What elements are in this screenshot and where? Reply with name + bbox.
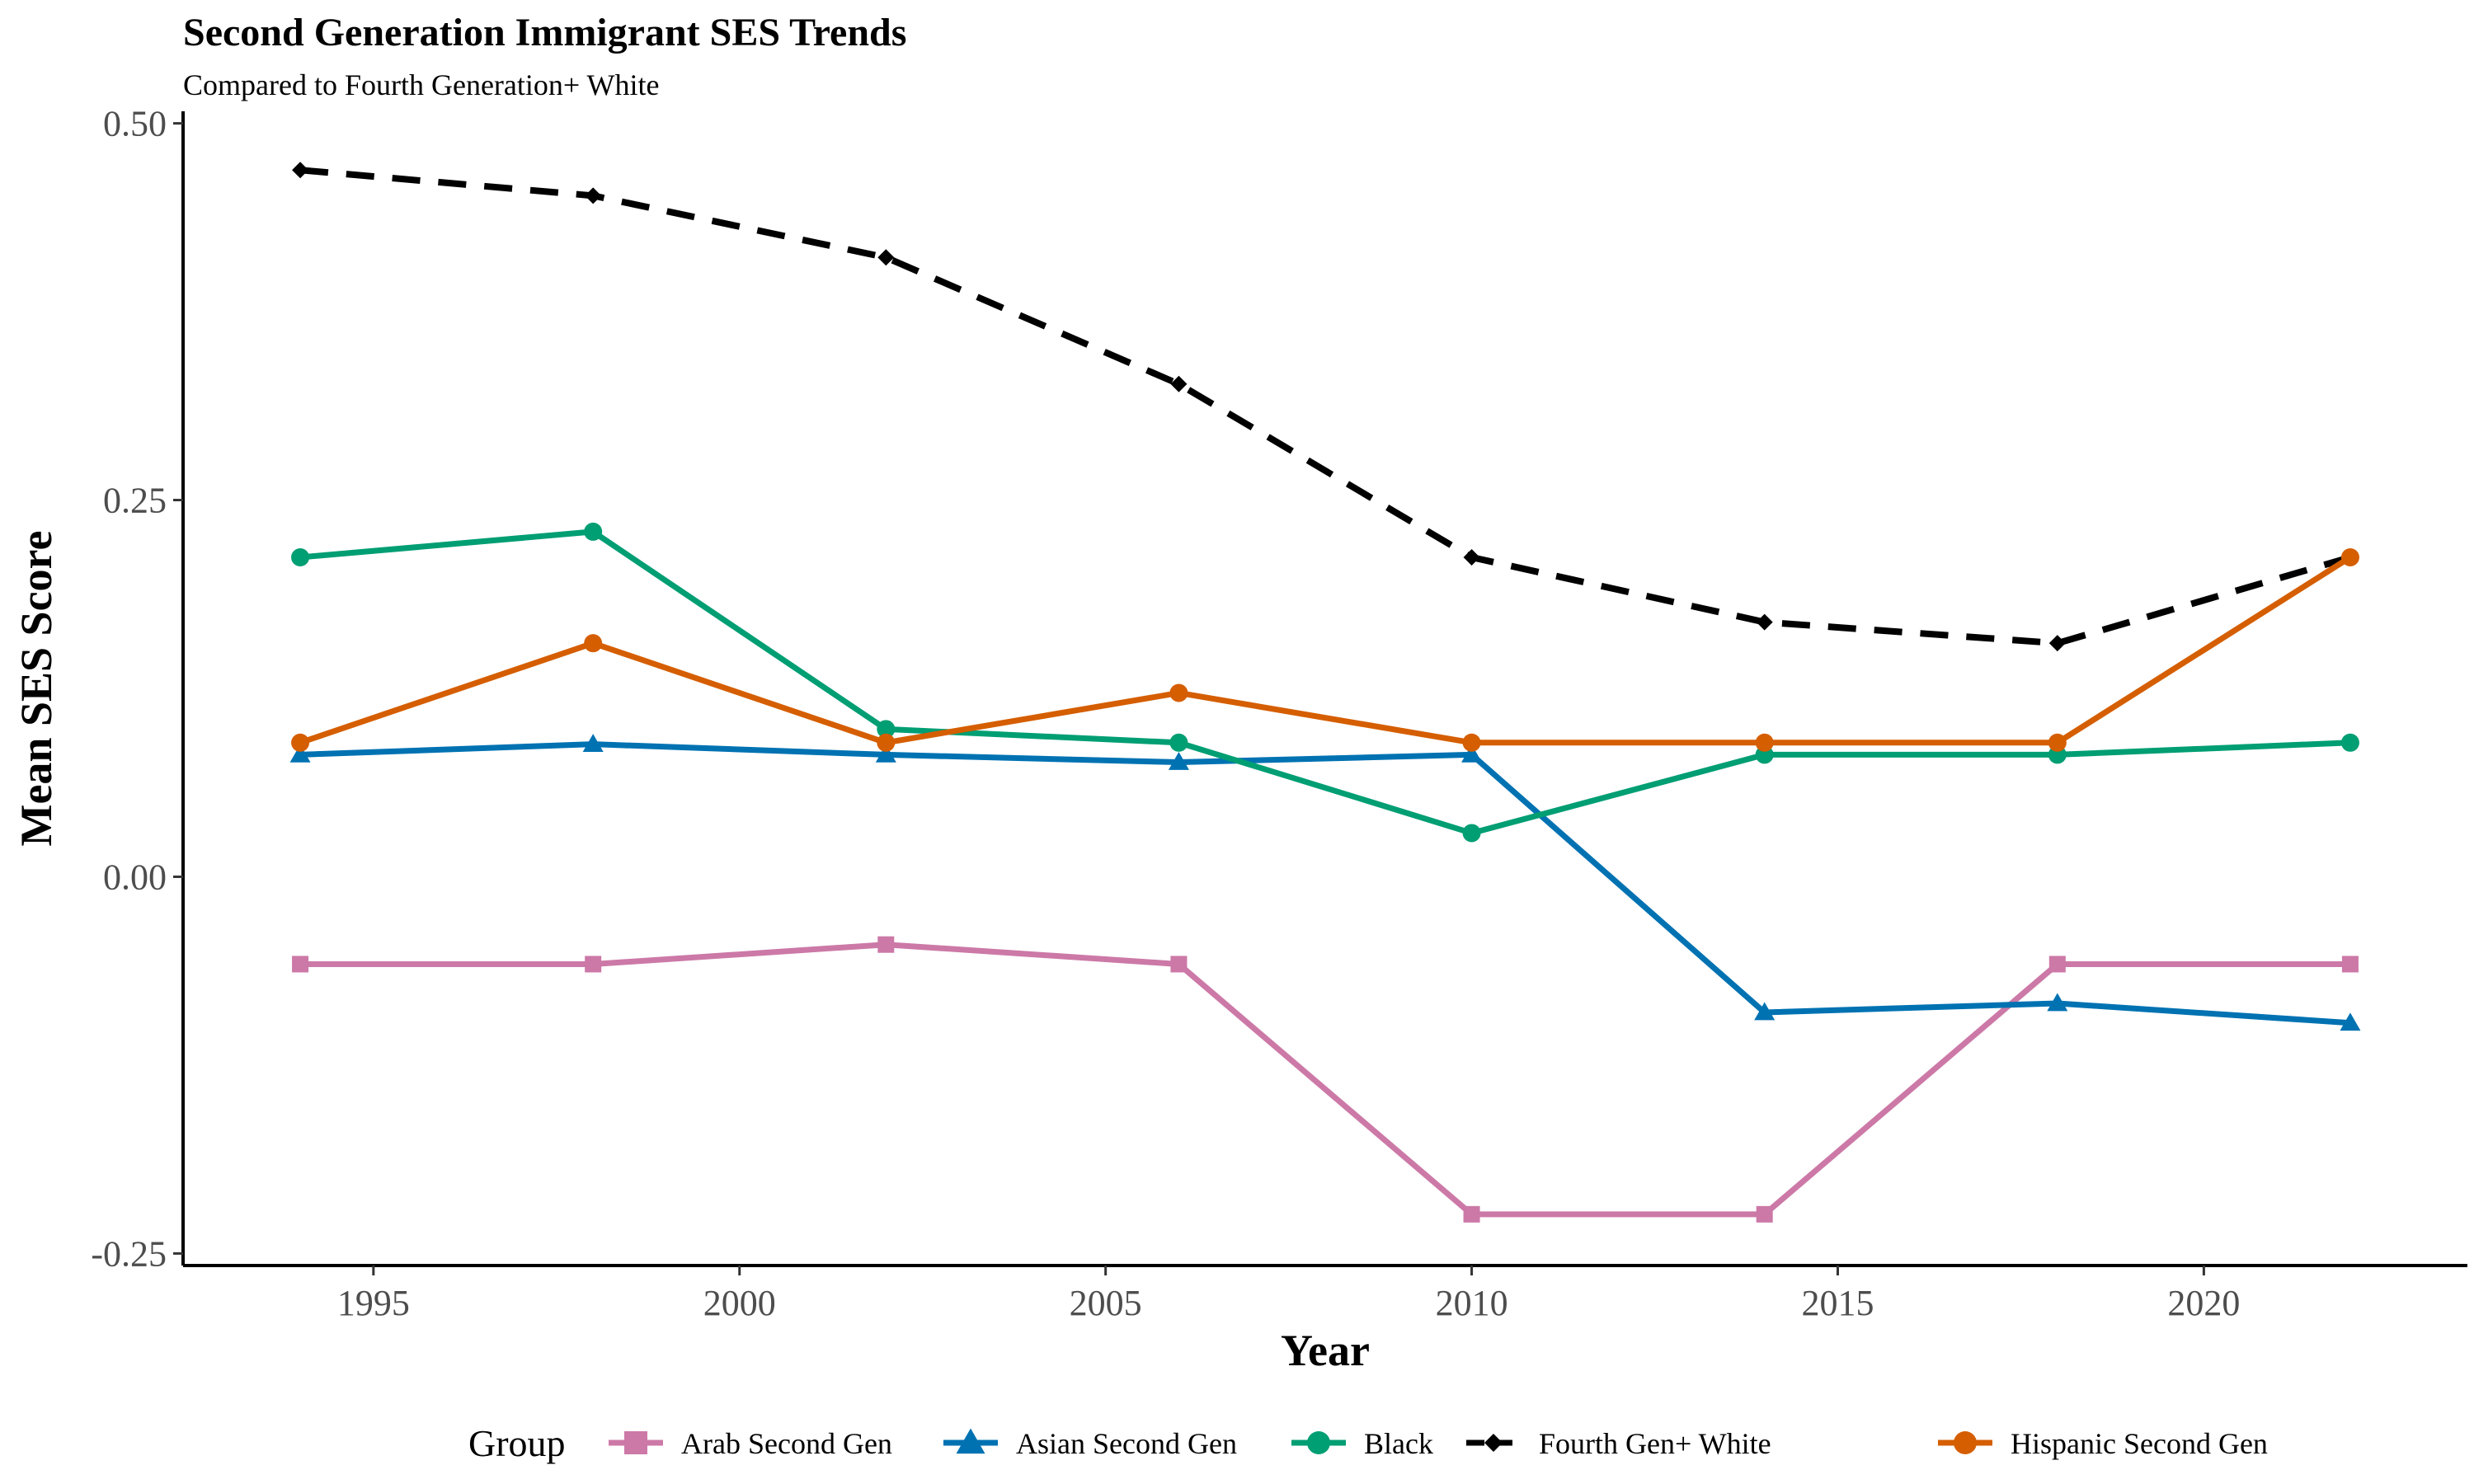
data-point-hispanic-second-gen xyxy=(584,634,603,653)
series-line-arab-second-gen xyxy=(300,942,2350,1218)
series-line-hispanic-second-gen xyxy=(299,555,2352,746)
data-point-asian-second-gen xyxy=(289,744,311,763)
x-tick-label: 2000 xyxy=(703,1283,776,1323)
data-point-asian-second-gen xyxy=(2047,993,2068,1012)
legend-key-marker xyxy=(1954,1431,1977,1454)
x-tick-label: 2015 xyxy=(1801,1283,1874,1323)
data-point-asian-second-gen xyxy=(1461,744,1483,763)
legend-label: Asian Second Gen xyxy=(1016,1427,1237,1460)
legend-label: Fourth Gen+ White xyxy=(1539,1427,1771,1460)
legend-item-black: Black xyxy=(1291,1427,1433,1460)
data-point-arab-second-gen xyxy=(1170,956,1188,973)
data-point-arab-second-gen xyxy=(1463,1205,1480,1223)
series-line-asian-second-gen xyxy=(299,741,2351,1026)
legend-key-marker xyxy=(624,1431,647,1454)
legend-label: Arab Second Gen xyxy=(681,1427,892,1460)
y-tick-label: 0.00 xyxy=(103,857,167,897)
data-point-fourth-gen-white xyxy=(1463,548,1480,566)
data-point-fourth-gen-white xyxy=(1170,375,1188,392)
data-point-black xyxy=(2340,733,2359,752)
data-point-fourth-gen-white xyxy=(292,162,309,179)
series-line-fourth-gen-white xyxy=(299,167,2352,647)
data-point-black xyxy=(291,547,310,566)
legend-item-fourth-gen-white: Fourth Gen+ White xyxy=(1466,1427,1771,1460)
data-point-arab-second-gen xyxy=(2341,956,2359,973)
data-point-arab-second-gen xyxy=(1756,1205,1773,1223)
series-hispanic-second-gen xyxy=(291,547,2359,752)
data-point-hispanic-second-gen xyxy=(877,733,896,752)
series-fourth-gen-white xyxy=(292,162,2359,652)
data-point-hispanic-second-gen xyxy=(1755,733,1774,752)
x-axis-title: Year xyxy=(1281,1326,1370,1375)
data-point-arab-second-gen xyxy=(2048,956,2066,973)
chart-title: Second Generation Immigrant SES Trends xyxy=(183,11,907,54)
series-black xyxy=(291,522,2359,843)
data-point-fourth-gen-white xyxy=(585,187,602,204)
data-point-hispanic-second-gen xyxy=(1462,733,1481,752)
legend-item-hispanic-second-gen: Hispanic Second Gen xyxy=(1938,1427,2268,1460)
legend-label: Black xyxy=(1364,1427,1433,1460)
data-point-hispanic-second-gen xyxy=(2048,733,2067,752)
series-layer xyxy=(289,162,2361,1223)
data-point-hispanic-second-gen xyxy=(291,733,310,752)
legend-key-marker xyxy=(1307,1431,1330,1454)
data-point-fourth-gen-white xyxy=(877,249,895,266)
legend-label: Hispanic Second Gen xyxy=(2011,1427,2268,1460)
data-point-fourth-gen-white xyxy=(1756,613,1773,631)
legend-title: Group xyxy=(468,1422,566,1464)
series-asian-second-gen xyxy=(289,734,2361,1031)
data-point-arab-second-gen xyxy=(585,956,602,973)
data-point-black xyxy=(584,522,603,541)
legend-key-marker xyxy=(956,1428,985,1454)
data-point-hispanic-second-gen xyxy=(2340,547,2359,566)
y-tick-label: -0.25 xyxy=(91,1233,167,1274)
data-point-black xyxy=(877,720,896,739)
legend-item-asian-second-gen: Asian Second Gen xyxy=(943,1427,1237,1460)
legend: Group Arab Second Gen Asian Second Gen Blac… xyxy=(468,1422,2268,1464)
legend-key-marker xyxy=(1484,1434,1503,1452)
series-arab-second-gen xyxy=(292,936,2359,1223)
x-tick-label: 2010 xyxy=(1436,1283,1508,1323)
axes: -0.25 0.00 0.25 0.50 1995 2000 2005 2010 2015 202… xyxy=(12,104,2467,1375)
data-point-black xyxy=(1169,733,1188,752)
x-tick-label: 1995 xyxy=(337,1283,410,1323)
data-point-asian-second-gen xyxy=(1168,752,1189,770)
data-point-asian-second-gen xyxy=(875,744,896,763)
series-line-black xyxy=(299,528,2351,836)
x-tick-label: 2005 xyxy=(1070,1283,1142,1323)
legend-item-arab-second-gen: Arab Second Gen xyxy=(609,1427,892,1460)
data-point-asian-second-gen xyxy=(2340,1012,2361,1031)
y-axis-title: Mean SES Score xyxy=(12,530,61,846)
y-tick-label: 0.50 xyxy=(103,104,167,144)
x-tick-label: 2020 xyxy=(2167,1283,2240,1323)
data-point-arab-second-gen xyxy=(877,936,895,953)
data-point-fourth-gen-white xyxy=(2048,635,2066,652)
data-point-black xyxy=(1462,824,1481,843)
chart-subtitle: Compared to Fourth Generation+ White xyxy=(183,68,660,101)
data-point-asian-second-gen xyxy=(1754,1002,1776,1021)
data-point-arab-second-gen xyxy=(292,956,309,973)
data-point-hispanic-second-gen xyxy=(1169,683,1188,702)
data-point-asian-second-gen xyxy=(582,734,604,752)
y-tick-label: 0.25 xyxy=(103,481,167,521)
